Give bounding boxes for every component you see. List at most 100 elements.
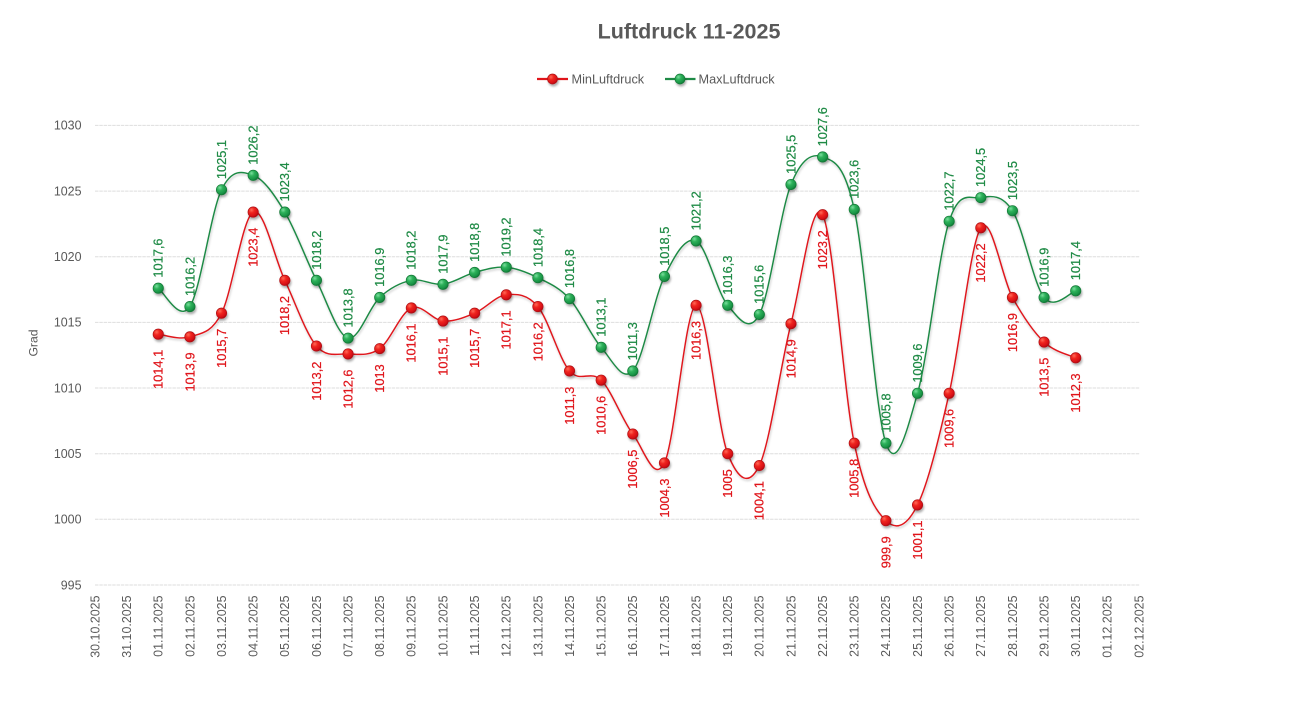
svg-text:1017,9: 1017,9 <box>435 235 450 274</box>
svg-text:1018,5: 1018,5 <box>657 227 672 266</box>
svg-text:1004,1: 1004,1 <box>752 481 767 520</box>
svg-text:26.11.2025: 26.11.2025 <box>943 595 957 656</box>
svg-text:27.11.2025: 27.11.2025 <box>974 595 988 656</box>
svg-text:02.12.2025: 02.12.2025 <box>1132 595 1146 657</box>
svg-text:1009,6: 1009,6 <box>942 409 957 448</box>
svg-text:1027,6: 1027,6 <box>815 107 830 146</box>
svg-text:10.11.2025: 10.11.2025 <box>436 595 450 656</box>
svg-text:995: 995 <box>61 578 82 592</box>
svg-text:999,9: 999,9 <box>878 536 893 568</box>
svg-text:1011,3: 1011,3 <box>562 387 577 425</box>
svg-text:1018,2: 1018,2 <box>277 296 292 335</box>
svg-text:1000: 1000 <box>54 513 82 527</box>
svg-text:1016,1: 1016,1 <box>404 324 419 363</box>
svg-text:1023,4: 1023,4 <box>246 228 261 267</box>
svg-text:15.11.2025: 15.11.2025 <box>595 595 609 656</box>
svg-text:28.11.2025: 28.11.2025 <box>1006 595 1020 656</box>
svg-text:1025: 1025 <box>54 184 82 198</box>
svg-text:22.11.2025: 22.11.2025 <box>816 595 830 656</box>
svg-text:1023,6: 1023,6 <box>847 160 862 199</box>
svg-text:17.11.2025: 17.11.2025 <box>658 595 672 656</box>
svg-text:25.11.2025: 25.11.2025 <box>911 595 925 656</box>
svg-text:1023,5: 1023,5 <box>1005 161 1020 200</box>
svg-text:1016,3: 1016,3 <box>688 321 703 360</box>
svg-text:1016,2: 1016,2 <box>182 257 197 296</box>
svg-text:1016,9: 1016,9 <box>1036 248 1051 287</box>
svg-text:Luftdruck 11-2025: Luftdruck 11-2025 <box>598 20 781 44</box>
svg-text:1018,2: 1018,2 <box>404 231 419 270</box>
svg-text:12.11.2025: 12.11.2025 <box>500 595 514 656</box>
svg-text:30.11.2025: 30.11.2025 <box>1069 595 1083 656</box>
svg-text:1021,2: 1021,2 <box>688 191 703 230</box>
svg-text:Grad: Grad <box>26 329 40 356</box>
svg-text:24.11.2025: 24.11.2025 <box>879 595 893 656</box>
svg-text:1009,6: 1009,6 <box>910 344 925 383</box>
svg-text:1015,1: 1015,1 <box>435 337 450 376</box>
svg-text:1015: 1015 <box>54 316 82 330</box>
svg-text:08.11.2025: 08.11.2025 <box>373 595 387 656</box>
svg-text:09.11.2025: 09.11.2025 <box>405 595 419 656</box>
svg-text:1013,8: 1013,8 <box>340 288 355 327</box>
svg-text:1030: 1030 <box>54 119 82 133</box>
svg-text:1013: 1013 <box>372 364 387 392</box>
svg-text:1010: 1010 <box>54 381 82 395</box>
svg-text:01.12.2025: 01.12.2025 <box>1101 595 1115 657</box>
svg-text:1022,7: 1022,7 <box>942 172 957 211</box>
svg-text:1023,2: 1023,2 <box>815 230 830 269</box>
svg-text:07.11.2025: 07.11.2025 <box>341 595 355 656</box>
svg-text:1020: 1020 <box>54 250 82 264</box>
svg-text:1018,2: 1018,2 <box>309 231 324 270</box>
svg-text:29.11.2025: 29.11.2025 <box>1037 595 1051 656</box>
svg-text:1022,2: 1022,2 <box>973 243 988 282</box>
svg-text:04.11.2025: 04.11.2025 <box>247 595 261 656</box>
svg-text:06.11.2025: 06.11.2025 <box>310 595 324 656</box>
svg-text:31.10.2025: 31.10.2025 <box>120 595 134 657</box>
svg-text:1015,7: 1015,7 <box>467 329 482 368</box>
svg-text:02.11.2025: 02.11.2025 <box>183 595 197 656</box>
svg-text:1013,5: 1013,5 <box>1036 358 1051 397</box>
svg-text:1015,6: 1015,6 <box>752 265 767 304</box>
svg-text:MinLuftdruck: MinLuftdruck <box>572 72 645 86</box>
svg-text:19.11.2025: 19.11.2025 <box>721 595 735 656</box>
svg-text:18.11.2025: 18.11.2025 <box>689 595 703 656</box>
svg-text:1016,3: 1016,3 <box>720 256 735 295</box>
svg-text:1001,1: 1001,1 <box>910 521 925 560</box>
svg-text:13.11.2025: 13.11.2025 <box>531 595 545 656</box>
svg-text:1019,2: 1019,2 <box>499 217 514 256</box>
svg-text:01.11.2025: 01.11.2025 <box>152 595 166 656</box>
svg-text:1016,9: 1016,9 <box>1005 313 1020 352</box>
svg-text:1017,6: 1017,6 <box>151 238 166 277</box>
svg-text:1011,3: 1011,3 <box>625 322 640 360</box>
svg-text:1005,8: 1005,8 <box>878 393 893 432</box>
svg-text:20.11.2025: 20.11.2025 <box>753 595 767 656</box>
svg-text:1016,2: 1016,2 <box>530 322 545 361</box>
svg-text:1024,5: 1024,5 <box>973 148 988 187</box>
svg-text:11.11.2025: 11.11.2025 <box>468 595 482 655</box>
svg-text:05.11.2025: 05.11.2025 <box>278 595 292 656</box>
svg-text:1017,4: 1017,4 <box>1068 241 1083 280</box>
svg-text:1025,5: 1025,5 <box>783 135 798 174</box>
svg-text:1013,1: 1013,1 <box>594 298 609 337</box>
svg-text:1013,2: 1013,2 <box>309 362 324 401</box>
svg-text:21.11.2025: 21.11.2025 <box>784 595 798 656</box>
svg-text:23.11.2025: 23.11.2025 <box>848 595 862 656</box>
svg-text:1018,4: 1018,4 <box>530 228 545 267</box>
svg-text:1012,3: 1012,3 <box>1068 373 1083 412</box>
svg-text:1017,1: 1017,1 <box>499 310 514 349</box>
svg-text:1026,2: 1026,2 <box>246 126 261 165</box>
svg-text:1005: 1005 <box>54 447 82 461</box>
svg-text:1013,9: 1013,9 <box>182 352 197 391</box>
svg-text:1012,6: 1012,6 <box>340 369 355 408</box>
svg-text:16.11.2025: 16.11.2025 <box>626 595 640 656</box>
svg-text:1014,9: 1014,9 <box>783 339 798 378</box>
svg-text:1006,5: 1006,5 <box>625 450 640 489</box>
svg-text:1015,7: 1015,7 <box>214 329 229 368</box>
svg-text:1005: 1005 <box>720 469 735 497</box>
svg-text:MaxLuftdruck: MaxLuftdruck <box>699 72 776 86</box>
svg-text:30.10.2025: 30.10.2025 <box>88 595 102 657</box>
svg-text:1014,1: 1014,1 <box>151 350 166 389</box>
svg-text:1016,8: 1016,8 <box>562 249 577 288</box>
svg-text:14.11.2025: 14.11.2025 <box>563 595 577 656</box>
svg-text:1010,6: 1010,6 <box>594 396 609 435</box>
svg-text:1005,8: 1005,8 <box>847 459 862 498</box>
